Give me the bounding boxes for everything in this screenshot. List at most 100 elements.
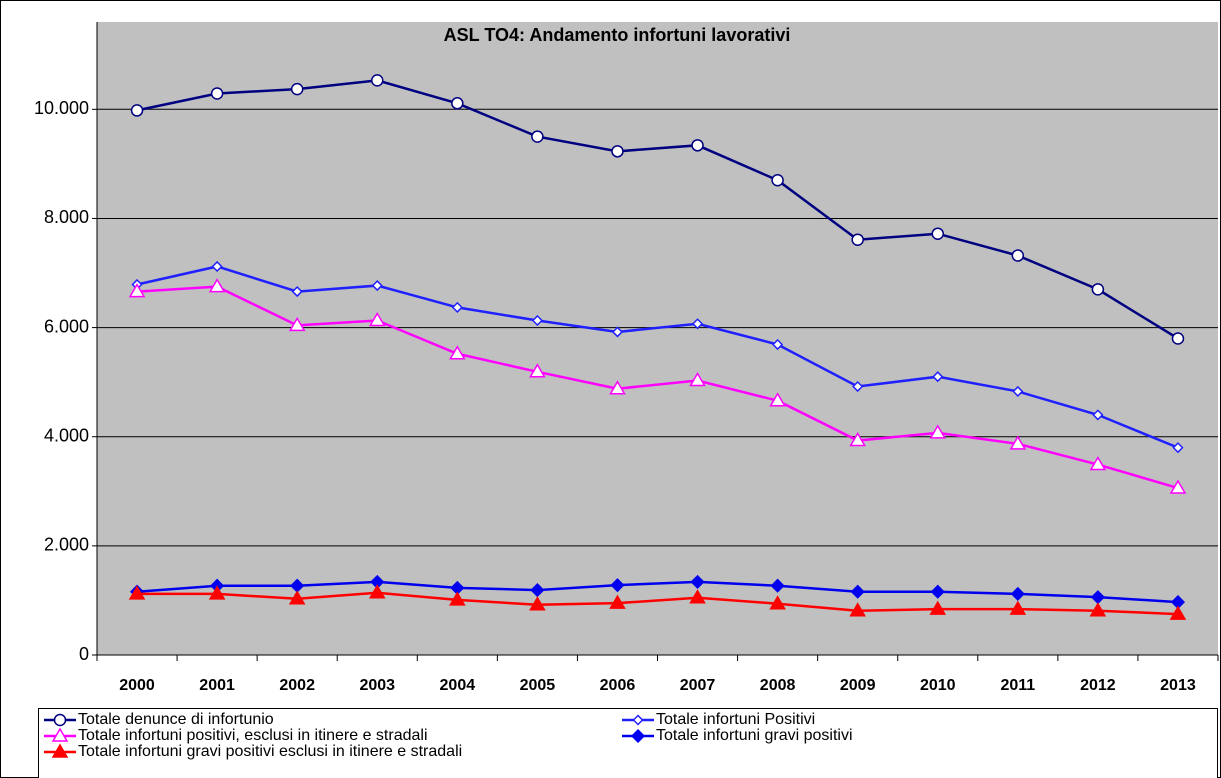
- x-tick-label: 2010: [920, 677, 956, 694]
- chart-title: ASL TO4: Andamento infortuni lavorativi: [444, 25, 791, 45]
- point: [769, 595, 786, 610]
- x-tick-label: 2008: [760, 677, 796, 694]
- series-line: [136, 79, 1179, 340]
- point: [1169, 479, 1187, 494]
- point: [128, 585, 146, 600]
- point: [771, 174, 784, 187]
- point: [609, 380, 626, 395]
- point: [530, 583, 545, 598]
- point: [611, 326, 624, 338]
- point: [529, 363, 546, 378]
- point: [851, 233, 864, 246]
- point: [932, 371, 944, 383]
- point: [929, 600, 947, 615]
- point: [288, 590, 306, 605]
- point: [531, 314, 543, 327]
- point: [371, 280, 383, 292]
- x-tick-label: 2009: [840, 677, 876, 694]
- point: [769, 392, 786, 407]
- y-tick-label: 2.000: [44, 535, 89, 555]
- x-tick-label: 2005: [520, 677, 556, 694]
- point: [1011, 249, 1025, 262]
- point: [630, 728, 646, 744]
- point: [931, 227, 944, 240]
- point: [1091, 283, 1105, 296]
- legend-label: Totale infortuni Positivi: [656, 711, 815, 728]
- x-tick-label: 2004: [440, 677, 476, 694]
- y-tick-label: 8.000: [44, 207, 89, 227]
- point: [850, 584, 865, 599]
- point: [1089, 456, 1107, 471]
- point: [610, 578, 625, 593]
- series-line: [136, 580, 1179, 604]
- point: [451, 97, 464, 110]
- point: [849, 602, 866, 617]
- point: [1092, 409, 1104, 421]
- point: [849, 432, 866, 447]
- point: [210, 87, 224, 100]
- point: [689, 372, 706, 387]
- point: [290, 82, 304, 96]
- legend-label: Totale infortuni positivi, esclusi in it…: [78, 727, 428, 744]
- point: [128, 283, 146, 298]
- point: [130, 104, 144, 117]
- point: [1012, 385, 1024, 397]
- point: [611, 145, 624, 158]
- series-line: [136, 265, 1179, 449]
- point: [689, 589, 706, 604]
- point: [1172, 442, 1184, 454]
- point: [371, 74, 384, 87]
- y-tick-label: 10.000: [34, 98, 89, 118]
- y-tick-label: 6.000: [44, 316, 89, 336]
- point: [449, 345, 466, 360]
- point: [53, 713, 67, 727]
- point: [51, 727, 69, 742]
- point: [929, 424, 947, 439]
- point: [1169, 605, 1187, 620]
- x-tick-label: 2011: [1000, 677, 1035, 694]
- point: [690, 574, 705, 589]
- point: [609, 594, 626, 609]
- x-tick-label: 2012: [1080, 677, 1116, 694]
- y-tick-label: 0: [79, 644, 89, 664]
- y-tick-label: 4.000: [44, 425, 89, 445]
- point: [291, 286, 303, 298]
- point: [368, 312, 386, 327]
- point: [451, 301, 463, 313]
- point: [211, 260, 223, 273]
- x-tick-label: 2013: [1160, 677, 1196, 694]
- x-tick-label: 2006: [600, 677, 636, 694]
- point: [1009, 435, 1027, 450]
- point: [691, 318, 704, 330]
- legend-label: Totale infortuni gravi positivi esclusi …: [78, 743, 462, 760]
- point: [51, 743, 69, 758]
- legend-label: Totale infortuni gravi positivi: [656, 727, 853, 744]
- x-tick-label: 2000: [119, 677, 155, 694]
- point: [208, 278, 226, 293]
- series-line: [136, 285, 1179, 490]
- point: [531, 130, 544, 143]
- x-tick-label: 2003: [359, 677, 395, 694]
- point: [930, 584, 945, 599]
- point: [1010, 586, 1025, 601]
- point: [1089, 602, 1107, 617]
- plot-area: [97, 22, 1218, 655]
- point: [770, 578, 785, 593]
- series-line: [137, 591, 1179, 616]
- point: [691, 139, 704, 152]
- point: [852, 380, 864, 393]
- point: [1171, 332, 1185, 345]
- point: [208, 585, 226, 600]
- point: [288, 316, 306, 332]
- point: [772, 338, 784, 351]
- x-tick-label: 2002: [279, 677, 315, 694]
- x-tick-label: 2001: [199, 677, 235, 694]
- point: [529, 596, 546, 611]
- point: [449, 591, 466, 606]
- x-tick-label: 2007: [680, 677, 716, 694]
- point: [368, 584, 386, 599]
- legend-label: Totale denunce di infortunio: [78, 711, 274, 728]
- point: [1009, 600, 1027, 615]
- point: [632, 714, 644, 726]
